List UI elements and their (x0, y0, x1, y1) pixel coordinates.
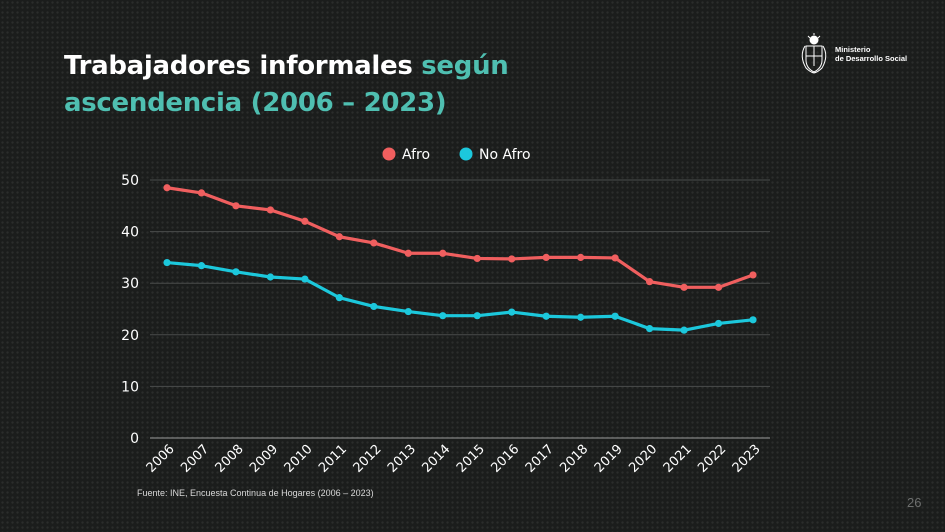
y-tick-label: 10 (121, 379, 139, 395)
x-tick-label: 2011 (316, 442, 350, 476)
legend-marker-afro (382, 147, 396, 161)
title-part-1: Trabajadores informales (64, 51, 422, 81)
data-point-afro (473, 254, 481, 263)
x-tick-label: 2022 (695, 442, 729, 476)
data-point-afro (439, 249, 447, 257)
slide-title: Trabajadores informales según ascendencia… (64, 48, 509, 122)
data-point-no-afro (197, 262, 206, 270)
data-point-no-afro (577, 313, 585, 321)
x-tick-label: 2006 (144, 442, 178, 476)
coat-of-arms-icon (801, 33, 827, 74)
data-point-afro (163, 184, 171, 192)
x-tick-label: 2009 (247, 442, 281, 476)
legend-label-afro: Afro (402, 147, 430, 163)
data-point-no-afro (542, 312, 550, 320)
data-point-afro (370, 239, 378, 247)
title-part-2: según (421, 51, 509, 81)
data-point-no-afro (714, 319, 723, 328)
y-tick-label: 50 (121, 173, 139, 189)
data-point-afro (404, 249, 412, 257)
data-point-no-afro (508, 308, 516, 316)
x-tick-label: 2023 (730, 442, 764, 476)
y-tick-label: 0 (130, 431, 139, 447)
source-note: Fuente: INE, Encuesta Continua de Hogare… (137, 488, 374, 498)
logo-line-1: Ministerio (835, 45, 871, 54)
page-number: 26 (907, 495, 922, 510)
y-tick-label: 40 (121, 225, 139, 241)
data-point-afro (266, 206, 275, 214)
x-tick-label: 2020 (626, 442, 660, 476)
y-tick-label: 30 (121, 276, 139, 292)
data-point-no-afro (404, 307, 412, 316)
x-tick-label: 2010 (282, 442, 316, 476)
legend-label-no-afro: No Afro (479, 147, 531, 163)
y-tick-label: 20 (121, 328, 139, 344)
data-point-no-afro (301, 275, 309, 283)
x-tick-label: 2018 (557, 442, 591, 476)
data-point-no-afro (645, 325, 654, 333)
data-point-afro (301, 217, 309, 225)
data-point-afro (714, 283, 723, 291)
x-tick-label: 2015 (454, 442, 488, 476)
data-point-afro (335, 233, 343, 241)
data-point-no-afro (749, 316, 757, 324)
x-tick-label: 2008 (213, 442, 247, 476)
data-point-afro (577, 253, 585, 261)
logo-line-2: de Desarrollo Social (835, 54, 908, 63)
series-line-afro (165, 186, 755, 289)
data-point-afro (749, 271, 757, 279)
ministry-logo: Ministerio de Desarrollo Social (797, 32, 937, 78)
legend-marker-no-afro (459, 147, 473, 161)
x-tick-label: 2014 (419, 442, 453, 476)
x-tick-label: 2012 (351, 442, 385, 476)
x-tick-label: 2019 (592, 442, 626, 476)
data-point-afro (508, 255, 516, 263)
x-tick-label: 2017 (523, 442, 557, 476)
data-point-afro (645, 278, 654, 286)
data-point-no-afro (163, 258, 171, 267)
data-point-afro (232, 202, 240, 210)
data-point-no-afro (335, 294, 343, 302)
data-point-no-afro (473, 312, 481, 320)
x-tick-label: 2013 (385, 442, 419, 476)
series-line-no-afro (165, 260, 755, 332)
data-point-no-afro (611, 312, 619, 320)
data-point-afro (611, 254, 619, 262)
data-point-afro (197, 189, 206, 197)
data-point-no-afro (439, 312, 447, 320)
x-tick-label: 2016 (488, 442, 522, 476)
data-point-afro (680, 283, 688, 291)
title-part-3: ascendencia (2006 – 2023) (64, 88, 447, 118)
x-tick-label: 2007 (178, 442, 212, 476)
data-point-no-afro (232, 268, 240, 276)
data-point-no-afro (370, 302, 378, 311)
x-tick-label: 2021 (661, 442, 695, 476)
data-point-no-afro (266, 273, 275, 281)
data-point-afro (542, 253, 550, 261)
data-point-no-afro (680, 326, 688, 334)
